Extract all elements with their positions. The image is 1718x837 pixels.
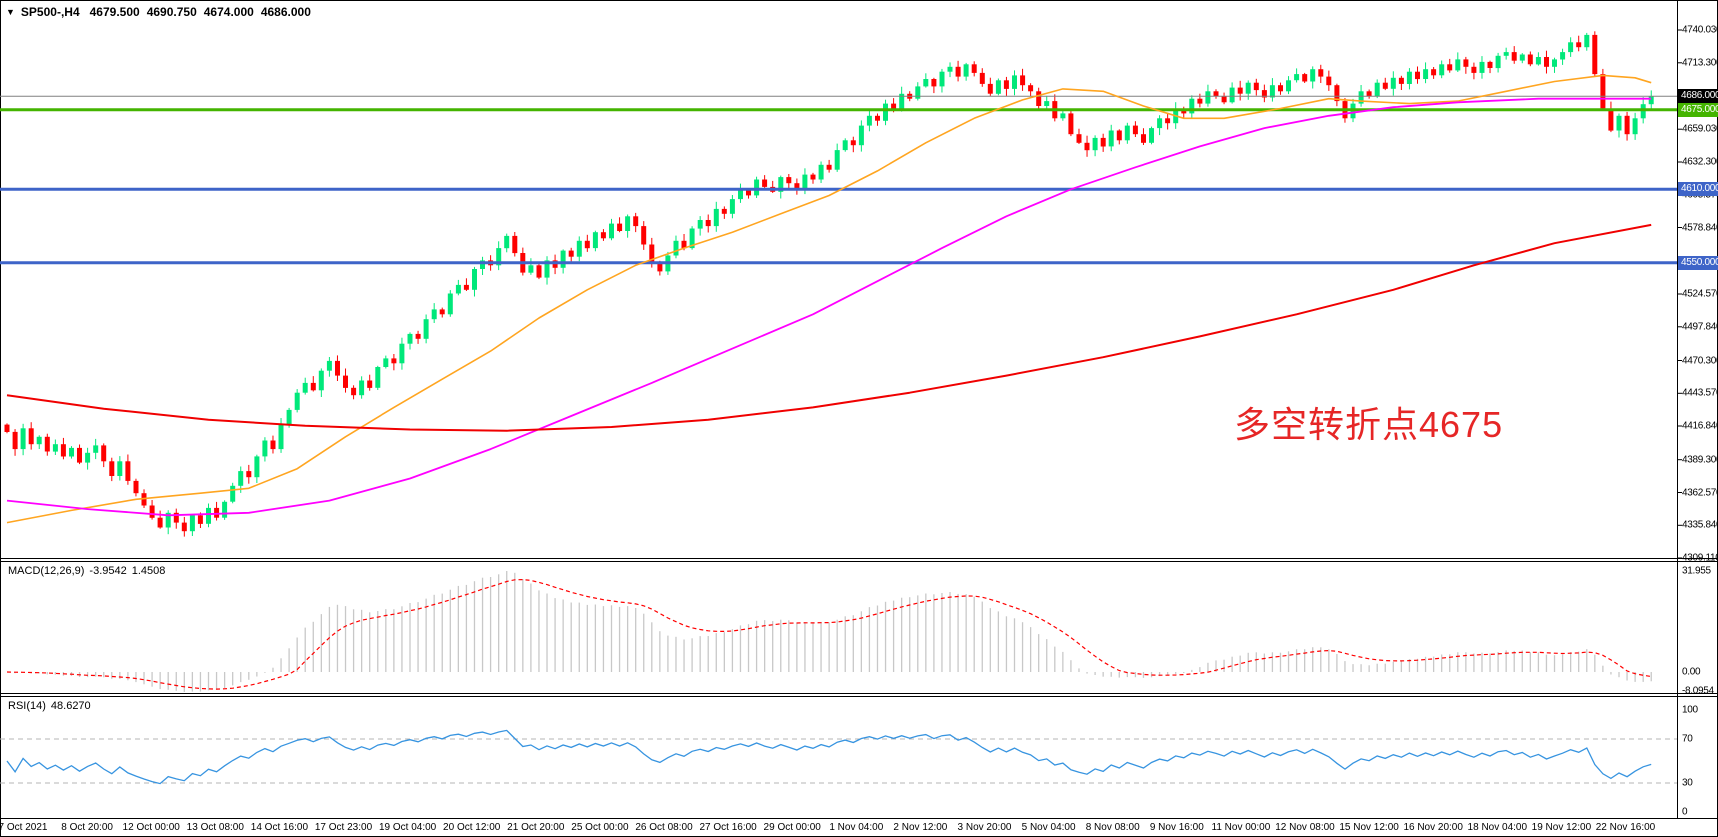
price-level-badge: 4610.000 (1678, 182, 1718, 196)
time-axis-label: 19 Nov 12:00 (1531, 822, 1592, 833)
time-axis-label: 8 Oct 20:00 (61, 822, 113, 833)
time-axis-label: 11 Nov 00:00 (1211, 822, 1271, 833)
macd-main-value: -3.9542 (89, 565, 127, 577)
macd-signal-line (6, 578, 1652, 690)
price-axis-label: 4362.570 (1682, 487, 1718, 499)
rsi-axis-label: 70 (1682, 733, 1693, 745)
price-axis-label: 4309.110 (1682, 552, 1718, 564)
price-axis-label: 4389.300 (1682, 454, 1718, 466)
macd-axis-label: 0.00 (1682, 666, 1701, 678)
time-axis-label: 20 Oct 12:00 (443, 822, 501, 833)
price-axis-label: 4524.570 (1682, 288, 1718, 300)
ohlc-low-value: 4674.000 (203, 5, 254, 19)
price-axis-label: 4497.840 (1682, 321, 1718, 333)
chart-title: ▼ SP500-,H4 4679.500 4690.750 4674.000 4686.0… (6, 5, 318, 19)
time-axis-label: 25 Oct 00:00 (571, 822, 629, 833)
macd-histogram (14, 571, 1652, 692)
time-axis-label: 5 Nov 04:00 (1021, 822, 1076, 833)
price-axis-label: 4335.840 (1682, 519, 1718, 531)
price-axis[interactable]: 4740.0304713.3004659.0304632.3004605.570… (1677, 0, 1718, 819)
rsi-axis-label: 0 (1682, 806, 1688, 818)
price-level-badge: 4550.000 (1678, 256, 1718, 270)
price-axis-label: 4470.300 (1682, 355, 1718, 367)
macd-axis-label: -8.0954 (1682, 685, 1714, 697)
time-axis[interactable]: 7 Oct 2021 8 Oct 20:00 12 Oct 00:00 13 Oct … (0, 819, 1718, 837)
time-axis-label: 18 Nov 04:00 (1467, 822, 1528, 833)
annotation-text: 多空转折点4675 (1234, 404, 1504, 445)
price-axis-label: 4713.300 (1682, 57, 1718, 69)
rsi-line (6, 729, 1652, 785)
ohlc-close-value: 4686.000 (260, 5, 311, 19)
price-level-badge: 4675.000 (1678, 103, 1718, 117)
macd-axis-label: 31.955 (1682, 565, 1711, 577)
time-axis-label: 9 Nov 16:00 (1149, 822, 1204, 833)
horizontal-level-lines (0, 95, 1677, 265)
time-axis-label: 3 Nov 20:00 (957, 822, 1012, 833)
time-axis-label: 12 Nov 08:00 (1275, 822, 1335, 833)
time-axis-label: 16 Nov 20:00 (1403, 822, 1463, 833)
ma-fast-orange (6, 74, 1652, 524)
time-axis-label: 8 Nov 08:00 (1085, 822, 1140, 833)
symbol-timeframe-label: SP500-,H4 (20, 5, 80, 19)
macd-signal-value: 1.4508 (131, 565, 166, 577)
rsi-indicator-label: RSI(14) 48.6270 (8, 700, 96, 712)
price-axis-label: 4632.300 (1682, 156, 1718, 168)
time-axis-label: 17 Oct 23:00 (314, 822, 373, 833)
price-axis-label: 4659.030 (1682, 123, 1718, 135)
rsi-name: RSI(14) (8, 700, 46, 712)
current-price-badge: 4686.000 (1678, 89, 1718, 103)
collapse-arrow-icon[interactable]: ▼ (6, 7, 15, 17)
ohlc-high-value: 4690.750 (146, 5, 197, 19)
time-axis-label: 2 Nov 12:00 (893, 822, 948, 833)
time-axis-label: 1 Nov 04:00 (829, 822, 884, 833)
price-axis-label: 4416.840 (1682, 420, 1718, 432)
macd-indicator-label: MACD(12,26,9) -3.9542 1.4508 (8, 565, 170, 577)
price-axis-label: 4740.030 (1682, 24, 1718, 36)
rsi-value: 48.6270 (50, 700, 91, 712)
time-axis-label: 13 Oct 08:00 (186, 822, 244, 833)
ma-mid-magenta (6, 97, 1652, 517)
time-axis-label: 27 Oct 16:00 (699, 822, 757, 833)
time-axis-label: 21 Oct 20:00 (507, 822, 565, 833)
price-axis-label: 4578.840 (1682, 222, 1718, 234)
rsi-axis-label: 30 (1682, 777, 1693, 789)
ma-slow-red (6, 223, 1652, 432)
time-axis-label: 15 Nov 12:00 (1339, 822, 1399, 833)
rsi-axis-label: 100 (1682, 704, 1698, 716)
candlesticks (4, 31, 1654, 537)
price-axis-label: 4443.570 (1682, 387, 1718, 399)
panel-borders (0, 0, 1718, 819)
time-axis-label: 7 Oct 2021 (0, 822, 48, 833)
time-axis-label: 29 Oct 00:00 (763, 822, 821, 833)
macd-name: MACD(12,26,9) (8, 565, 85, 577)
ohlc-open-value: 4679.500 (89, 5, 140, 19)
time-axis-label: 14 Oct 16:00 (250, 822, 309, 833)
time-axis-label: 22 Nov 16:00 (1595, 822, 1656, 833)
time-axis-label: 12 Oct 00:00 (122, 822, 180, 833)
time-axis-label: 26 Oct 08:00 (635, 822, 693, 833)
time-axis-label: 19 Oct 04:00 (378, 822, 437, 833)
